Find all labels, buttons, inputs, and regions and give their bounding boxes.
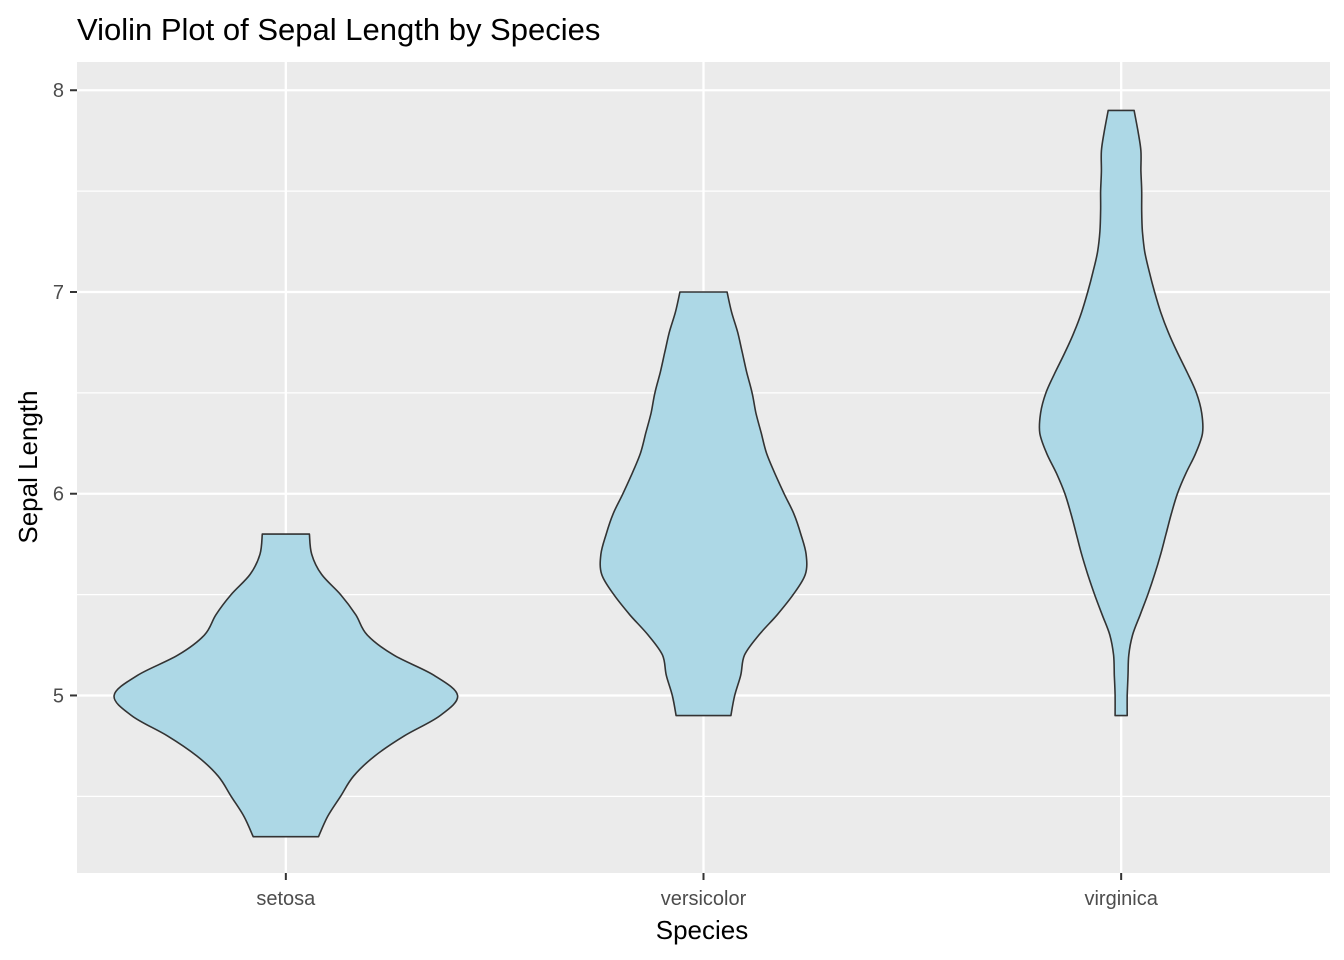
- y-tick-label: 5: [53, 685, 64, 707]
- x-tick-label-setosa: setosa: [256, 888, 316, 910]
- violin-versicolor: [599, 291, 808, 717]
- violin-virginica: [1038, 109, 1204, 717]
- violins: [113, 109, 1204, 838]
- y-tick-label: 6: [53, 484, 64, 506]
- y-axis-title: Sepal Length: [13, 390, 43, 543]
- violin-setosa: [113, 533, 459, 838]
- x-tick-label-versicolor: versicolor: [661, 888, 747, 910]
- y-tick-label: 7: [53, 282, 64, 304]
- y-tick-label: 8: [53, 80, 64, 102]
- x-tick-label-virginica: virginica: [1084, 888, 1158, 910]
- y-axis-ticks: 5 6 7 8: [53, 80, 77, 707]
- chart-title: Violin Plot of Sepal Length by Species: [77, 12, 600, 47]
- x-axis-ticks: setosa versicolor virginica: [256, 873, 1159, 910]
- x-axis-title: Species: [656, 915, 749, 945]
